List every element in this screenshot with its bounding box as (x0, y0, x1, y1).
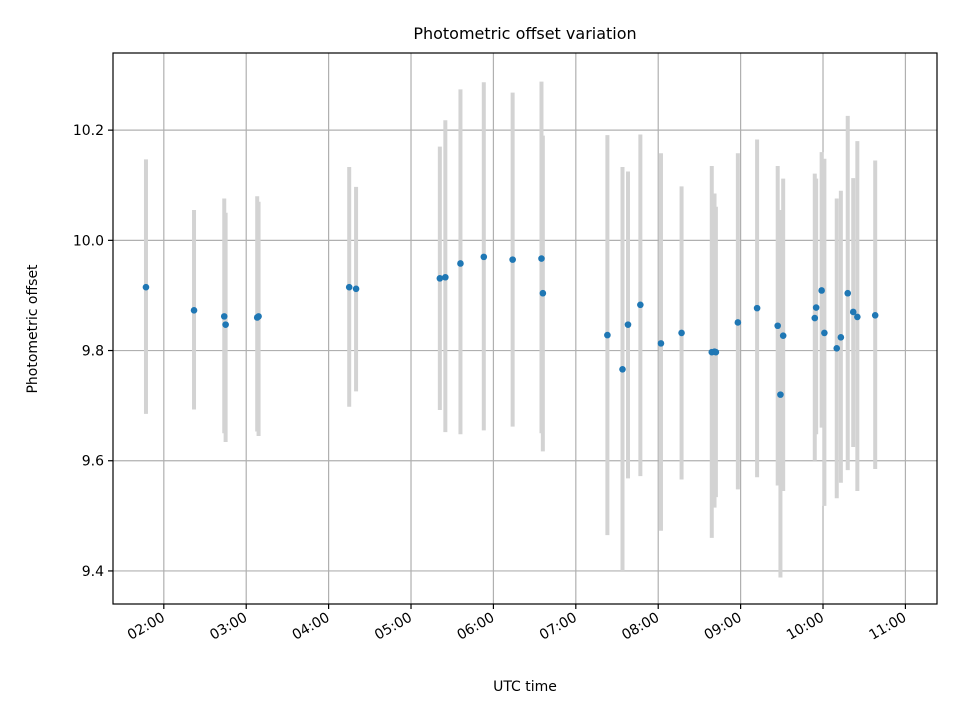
data-point (678, 329, 685, 337)
data-point (811, 314, 819, 322)
data-point (539, 289, 547, 297)
grid (113, 53, 937, 604)
data-point (442, 273, 449, 281)
data-point (734, 319, 742, 326)
data-point (619, 365, 626, 373)
y-tick-label: 10.2 (73, 123, 104, 139)
data-point (779, 332, 787, 339)
data-point (812, 304, 820, 311)
data-point (818, 287, 825, 294)
data-point (457, 260, 464, 267)
y-tick-label: 10.0 (73, 233, 104, 249)
data-point (657, 340, 665, 347)
data-point (774, 322, 781, 330)
data-point (821, 329, 828, 337)
data-point (220, 313, 228, 320)
data-markers (142, 253, 879, 398)
data-point (436, 275, 444, 282)
data-point (190, 307, 198, 314)
plot-frame (112, 52, 938, 605)
y-axis-label: Photometric offset (25, 264, 41, 394)
data-point (345, 283, 353, 291)
data-point (352, 285, 360, 293)
data-point (871, 311, 879, 319)
data-point (637, 301, 644, 309)
data-point (538, 255, 545, 262)
y-tick-label: 9.8 (82, 344, 104, 360)
data-point (777, 391, 784, 398)
data-point (480, 253, 488, 261)
data-point (712, 348, 720, 356)
data-point (844, 289, 852, 297)
data-point (849, 308, 857, 316)
data-point (509, 256, 516, 263)
data-point (255, 313, 262, 320)
chart-title: Photometric offset variation (413, 24, 636, 43)
data-point (604, 331, 611, 339)
y-tick-label: 9.4 (82, 564, 104, 580)
data-point (837, 334, 845, 341)
data-point (833, 345, 841, 352)
data-point (854, 313, 861, 321)
data-point (222, 321, 229, 328)
data-point (753, 304, 761, 312)
y-tick-label: 9.6 (82, 454, 104, 470)
data-point (624, 321, 632, 328)
y-axis-ticks: 9.4 9.6 9.8 10.0 10.2 (73, 123, 113, 580)
data-point (142, 283, 150, 291)
x-axis-label: UTC time (493, 679, 557, 695)
